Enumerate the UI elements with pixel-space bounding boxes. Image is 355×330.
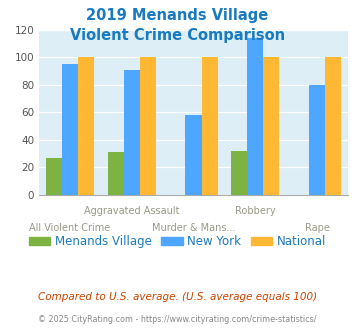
- Bar: [325, 57, 341, 195]
- Bar: [185, 115, 202, 195]
- Text: Compared to U.S. average. (U.S. average equals 100): Compared to U.S. average. (U.S. average …: [38, 292, 317, 302]
- Bar: [108, 152, 124, 195]
- Bar: [78, 57, 94, 195]
- Bar: [263, 57, 279, 195]
- Bar: [46, 158, 62, 195]
- Bar: [309, 85, 325, 195]
- Text: Robbery: Robbery: [235, 206, 275, 216]
- Bar: [247, 38, 263, 195]
- Text: Murder & Mans...: Murder & Mans...: [152, 223, 235, 233]
- Text: Violent Crime Comparison: Violent Crime Comparison: [70, 28, 285, 43]
- Bar: [140, 57, 156, 195]
- Text: 2019 Menands Village: 2019 Menands Village: [86, 8, 269, 23]
- Text: © 2025 CityRating.com - https://www.cityrating.com/crime-statistics/: © 2025 CityRating.com - https://www.city…: [38, 315, 317, 324]
- Bar: [231, 151, 247, 195]
- Text: Rape: Rape: [305, 223, 329, 233]
- Bar: [62, 64, 78, 195]
- Text: Aggravated Assault: Aggravated Assault: [84, 206, 180, 216]
- Bar: [202, 57, 218, 195]
- Bar: [124, 70, 140, 195]
- Text: All Violent Crime: All Violent Crime: [29, 223, 110, 233]
- Legend: Menands Village, New York, National: Menands Village, New York, National: [24, 231, 331, 253]
